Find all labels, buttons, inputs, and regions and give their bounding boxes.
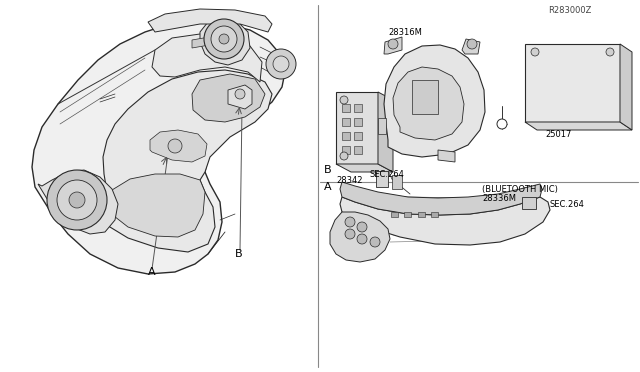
Polygon shape [384,45,485,157]
Polygon shape [462,39,480,54]
Polygon shape [192,36,232,48]
Bar [354,118,362,126]
Polygon shape [384,37,402,54]
Text: B: B [324,165,332,175]
Polygon shape [103,70,272,252]
Circle shape [168,139,182,153]
Circle shape [219,34,229,44]
Polygon shape [378,92,393,172]
Polygon shape [105,174,205,237]
Polygon shape [148,9,272,32]
Circle shape [388,39,398,49]
Circle shape [204,19,244,59]
Text: 28316M: 28316M [388,28,422,36]
Polygon shape [620,44,632,130]
Bar [354,146,362,154]
Circle shape [273,56,289,72]
Polygon shape [438,150,455,162]
Circle shape [57,180,97,220]
Text: R283000Z: R283000Z [548,6,591,15]
Text: 25017: 25017 [545,129,572,138]
Polygon shape [340,197,550,245]
Circle shape [340,152,348,160]
Circle shape [357,234,367,244]
Circle shape [345,217,355,227]
Polygon shape [336,92,378,164]
Polygon shape [228,85,252,109]
Circle shape [235,89,245,99]
Polygon shape [336,164,393,172]
Bar [342,132,350,140]
Circle shape [606,48,614,56]
Bar [392,175,402,189]
Circle shape [467,39,477,49]
Circle shape [345,229,355,239]
Text: A: A [148,267,156,277]
Circle shape [47,170,107,230]
Bar [391,212,398,217]
Bar [522,197,536,209]
Polygon shape [525,44,620,122]
Circle shape [211,26,237,52]
Text: B: B [235,249,243,259]
Polygon shape [393,67,464,140]
Bar [431,212,438,217]
Polygon shape [150,130,207,162]
Bar [342,118,350,126]
Circle shape [370,237,380,247]
Text: SEC.264: SEC.264 [370,170,405,179]
Polygon shape [192,74,265,122]
Bar [418,212,425,217]
Bar [404,212,411,217]
Circle shape [266,49,296,79]
Bar [342,146,350,154]
Bar [354,132,362,140]
Polygon shape [330,212,390,262]
Text: SEC.264: SEC.264 [549,199,584,208]
Bar [378,118,386,134]
Circle shape [531,48,539,56]
Circle shape [357,222,367,232]
Polygon shape [200,18,250,65]
Bar [376,171,388,187]
Circle shape [497,119,507,129]
Circle shape [340,96,348,104]
Polygon shape [32,22,285,274]
Text: 28336M: 28336M [482,193,516,202]
Text: (BLUETOOTH MIC): (BLUETOOTH MIC) [482,185,558,193]
Text: A: A [324,182,332,192]
Circle shape [69,192,85,208]
Bar [342,104,350,112]
Polygon shape [152,34,262,82]
Polygon shape [38,170,118,234]
Polygon shape [340,182,542,215]
Polygon shape [412,80,438,114]
Bar [354,104,362,112]
Polygon shape [525,122,632,130]
Text: 28342: 28342 [336,176,362,185]
